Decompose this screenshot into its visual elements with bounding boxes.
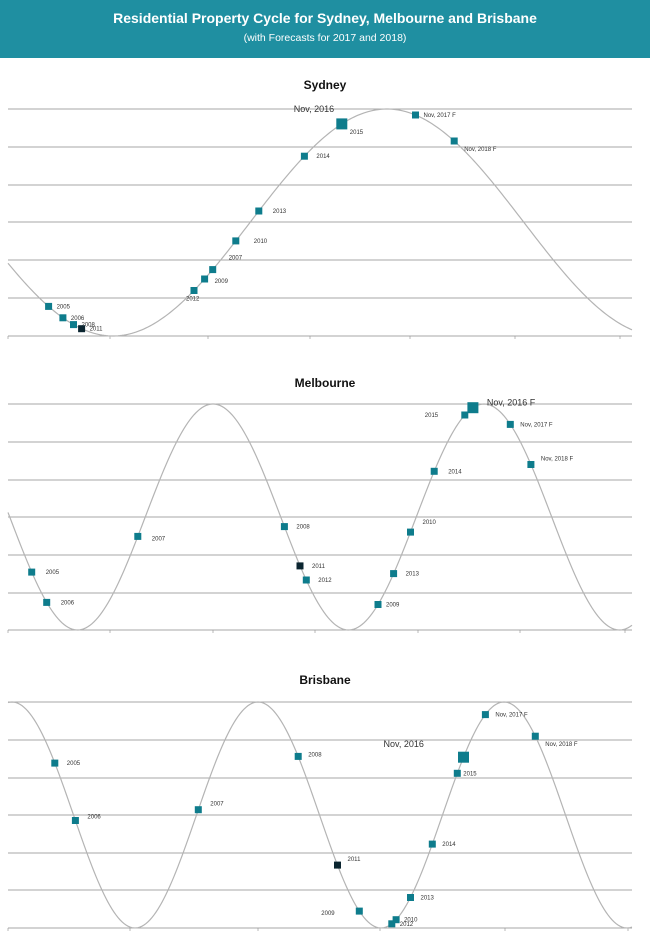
melbourne-marker-nov-2018-f: [527, 461, 535, 468]
melbourne-marker-2013: [390, 570, 398, 578]
brisbane-marker-nov-2016: [458, 751, 469, 763]
brisbane-label-nov-2016: Nov, 2016: [384, 739, 424, 749]
brisbane-chart-title: Brisbane: [299, 673, 351, 687]
sydney-label-2005: 2005: [57, 304, 71, 310]
melbourne-label-2012: 2012: [318, 578, 332, 584]
melbourne-label-2006: 2006: [61, 600, 75, 606]
sydney-label-2008: 2008: [82, 323, 96, 329]
melbourne-marker-2005: [28, 568, 36, 576]
brisbane-marker-nov-2018-f: [531, 732, 539, 740]
melbourne-marker-nov-2017-f: [506, 420, 514, 428]
brisbane-label-2007: 2007: [210, 802, 224, 808]
brisbane-marker-2005: [51, 759, 59, 767]
sydney-chart-title: Sydney: [303, 78, 347, 92]
brisbane-label-2009: 2009: [321, 911, 335, 917]
brisbane-marker-2007: [194, 806, 202, 814]
sydney-cycle-curve: [7, 108, 633, 337]
brisbane-label-2011: 2011: [348, 857, 362, 863]
melbourne-marker-2010: [407, 528, 414, 536]
sydney-marker-2010: [232, 237, 240, 245]
sydney-marker-nov-2018-f: [450, 137, 458, 145]
sydney-label-2012: 2012: [186, 297, 200, 303]
melbourne-chart-title: Melbourne: [294, 376, 356, 390]
sydney-marker-2012: [190, 287, 198, 294]
brisbane-marker-2008: [294, 752, 302, 760]
sydney-marker-2006: [59, 314, 67, 322]
report-subtitle: (with Forecasts for 2017 and 2018): [243, 32, 407, 44]
sydney-label-2014: 2014: [316, 154, 330, 160]
sydney-label-2013: 2013: [273, 209, 287, 215]
brisbane-marker-2006: [71, 817, 79, 824]
brisbane-label-2006: 2006: [87, 815, 101, 821]
melbourne-marker-2007: [134, 532, 142, 540]
melbourne-label-2008: 2008: [296, 525, 310, 531]
melbourne-marker-2006: [43, 598, 51, 606]
brisbane-label-2014: 2014: [442, 842, 456, 848]
sydney-marker-2013: [255, 207, 263, 215]
melbourne-label-2015: 2015: [425, 413, 439, 419]
melbourne-cycle-curve: [7, 403, 633, 631]
melbourne-marker-2008: [280, 523, 288, 531]
brisbane-label-2013: 2013: [421, 896, 435, 902]
brisbane-marker-2009: [355, 907, 363, 915]
sydney-label-2006: 2006: [71, 316, 85, 322]
brisbane-marker-2015: [453, 769, 461, 777]
melbourne-label-2007: 2007: [152, 536, 166, 542]
brisbane-label-nov-2018-f: Nov, 2018 F: [545, 742, 578, 748]
sydney-label-2015: 2015: [350, 130, 364, 136]
melbourne-marker-2012: [302, 576, 310, 584]
sydney-label-2007: 2007: [229, 256, 243, 262]
melbourne-label-2014: 2014: [448, 469, 462, 475]
brisbane-marker-2012: [388, 920, 396, 928]
melbourne-marker-2015: [461, 411, 469, 419]
melbourne-label-2011: 2011: [312, 564, 326, 570]
brisbane-marker-2011: [334, 861, 341, 869]
melbourne-label-2013: 2013: [406, 572, 420, 578]
sydney-marker-2007: [209, 266, 217, 274]
melbourne-marker-2014: [430, 467, 438, 475]
brisbane-label-2005: 2005: [67, 761, 81, 767]
brisbane-marker-2014: [428, 840, 436, 848]
melbourne-label-nov-2018-f: Nov, 2018 F: [541, 457, 574, 463]
brisbane-label-2008: 2008: [308, 752, 322, 758]
sydney-label-nov-2018-f: Nov, 2018 F: [464, 147, 497, 153]
sydney-marker-2015: [336, 118, 348, 130]
brisbane-marker-2010: [392, 916, 400, 924]
sydney-label-nov-2017-f: Nov, 2017 F: [424, 113, 457, 119]
melbourne-label-nov-2017-f: Nov, 2017 F: [520, 422, 553, 428]
brisbane-cycle-curve: [7, 701, 633, 929]
melbourne-label-2009: 2009: [386, 603, 400, 609]
brisbane-label-2012: 2012: [400, 922, 414, 928]
melbourne-marker-nov-2016-f: [467, 402, 479, 414]
melbourne-label-2005: 2005: [46, 570, 60, 576]
brisbane-marker-nov-2017-f: [481, 711, 489, 719]
sydney-marker-nov-2017-f: [412, 111, 419, 119]
melbourne-marker-2009: [374, 601, 382, 608]
brisbane-label-nov-2017-f: Nov, 2017 F: [495, 713, 528, 719]
sydney-label-2011: 2011: [90, 327, 104, 333]
sydney-label-nov-2016: Nov, 2016: [294, 104, 334, 114]
sydney-marker-2014: [300, 152, 308, 160]
sydney-marker-2009: [201, 275, 209, 283]
melbourne-label-2010: 2010: [423, 520, 437, 526]
brisbane-label-2010: 2010: [404, 918, 418, 924]
sydney-marker-2008: [70, 321, 77, 329]
melbourne-marker-2011: [296, 562, 304, 570]
brisbane-label-2015: 2015: [463, 771, 477, 777]
sydney-marker-2005: [45, 302, 53, 310]
report-title: Residential Property Cycle for Sydney, M…: [113, 10, 537, 26]
report-header: Residential Property Cycle for Sydney, M…: [0, 0, 650, 58]
melbourne-label-nov-2016-f: Nov, 2016 F: [487, 398, 536, 408]
brisbane-marker-2013: [407, 894, 414, 901]
sydney-label-2010: 2010: [254, 239, 268, 245]
sydney-marker-2011: [78, 325, 86, 333]
sydney-label-2009: 2009: [215, 279, 229, 285]
